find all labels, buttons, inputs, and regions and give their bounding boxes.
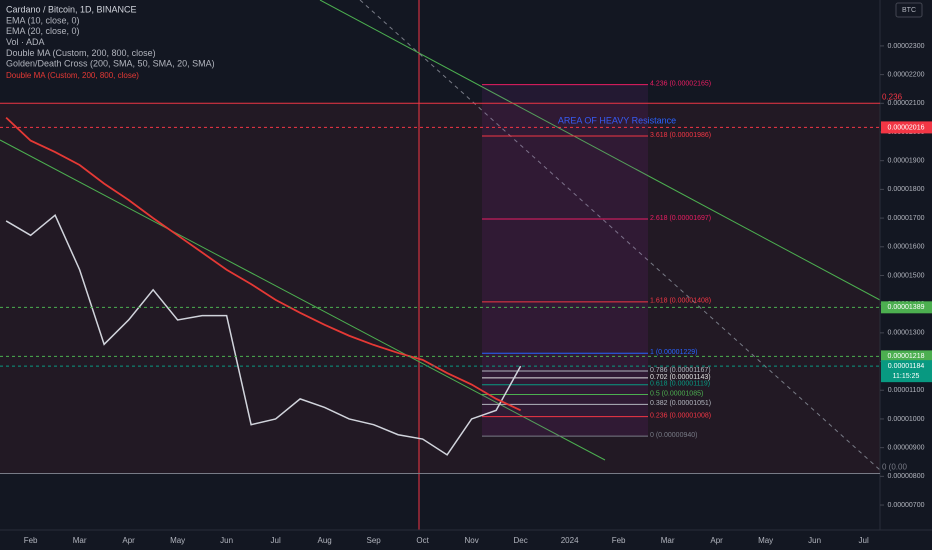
price-tag bbox=[881, 121, 932, 134]
y-tick-label: 0.00001100 bbox=[888, 387, 925, 394]
x-tick-label: Jun bbox=[220, 536, 233, 545]
annotation: AREA OF HEAVY Resistance bbox=[558, 115, 676, 125]
x-tick-label: Dec bbox=[514, 536, 528, 545]
x-tick-label: Sep bbox=[367, 536, 382, 545]
fib-label: 2.618 (0.00001697) bbox=[650, 215, 711, 222]
x-tick-label: Apr bbox=[710, 536, 723, 545]
y-tick-label: 0.00001300 bbox=[888, 330, 925, 337]
fib-label: 0 (0.00000940) bbox=[650, 432, 697, 439]
trend-line bbox=[359, 0, 881, 471]
x-tick-label: Jul bbox=[271, 536, 281, 545]
fib-box bbox=[482, 84, 648, 437]
fib-label: 0.618 (0.00001119) bbox=[650, 381, 710, 388]
x-tick-label: May bbox=[170, 536, 185, 545]
fib-label: 0.702 (0.00001143) bbox=[650, 374, 711, 381]
x-tick-label: Jun bbox=[808, 536, 821, 545]
y-tick-label: 0.00000700 bbox=[888, 502, 925, 509]
price-tag-label: 0.00001218 bbox=[888, 353, 925, 360]
price-tag-label: 0.00002016 bbox=[888, 124, 925, 131]
y-tick-label: 0.00002100 bbox=[888, 100, 925, 107]
x-tick-label: Apr bbox=[122, 536, 135, 545]
indicator-legend: Vol · ADA bbox=[6, 37, 45, 47]
fib-label: 3.618 (0.00001986) bbox=[650, 132, 711, 139]
price-tag-label: 0.00001389 bbox=[888, 304, 925, 311]
x-tick-label: Oct bbox=[416, 536, 429, 545]
horizontal-line-label: 0 (0.00 bbox=[882, 463, 907, 472]
chart-title: Cardano / Bitcoin, 1D, BINANCE bbox=[6, 4, 137, 14]
indicator-legend: EMA (10, close, 0) bbox=[6, 15, 80, 25]
fib-label: 0.382 (0.00001051) bbox=[650, 400, 711, 407]
y-tick-label: 0.00001800 bbox=[888, 186, 925, 193]
y-tick-label: 0.00002200 bbox=[888, 71, 925, 78]
y-tick-label: 0.00001000 bbox=[888, 416, 925, 423]
price-tag-timer: 11:15:25 bbox=[893, 373, 920, 380]
y-tick-label: 0.00000900 bbox=[888, 444, 925, 451]
indicator-legend: Golden/Death Cross (200, SMA, 50, SMA, 2… bbox=[6, 59, 215, 69]
indicator-legend: EMA (20, close, 0) bbox=[6, 26, 80, 36]
fib-label: 4.236 (0.00002165) bbox=[650, 80, 711, 87]
x-tick-label: Mar bbox=[73, 536, 87, 545]
fib-label: 0.5 (0.00001085) bbox=[650, 390, 703, 397]
fib-label: 1.618 (0.00001408) bbox=[650, 298, 711, 305]
y-tick-label: 0.00000800 bbox=[888, 473, 925, 480]
x-tick-label: Nov bbox=[465, 536, 479, 545]
x-tick-label: Feb bbox=[24, 536, 38, 545]
indicator-legend: Double MA (Custom, 200, 800, close) bbox=[6, 48, 156, 58]
y-tick-label: 0.00001600 bbox=[888, 244, 925, 251]
price-tag bbox=[881, 301, 932, 314]
x-tick-label: 2024 bbox=[561, 536, 579, 545]
fib-label: 0.236 (0.00001008) bbox=[650, 412, 711, 419]
currency[interactable]: BTC bbox=[902, 7, 916, 14]
series-name: Double MA (Custom, 200, 800, close) bbox=[6, 71, 139, 80]
horizontal-line-label: 0.236 bbox=[882, 92, 903, 101]
y-tick-label: 0.00001500 bbox=[888, 272, 925, 279]
x-tick-label: Mar bbox=[661, 536, 675, 545]
x-tick-label: Jul bbox=[859, 536, 869, 545]
y-tick-label: 0.00001900 bbox=[888, 158, 925, 165]
fib-label: 0.786 (0.00001167) bbox=[650, 367, 711, 374]
x-tick-label: Feb bbox=[612, 536, 626, 545]
trend-line bbox=[319, 0, 881, 301]
fib-label: 1 (0.00001229) bbox=[650, 349, 697, 356]
y-tick-label: 0.00001700 bbox=[888, 215, 925, 222]
resistance-zone bbox=[0, 104, 880, 474]
x-tick-label: Aug bbox=[318, 536, 332, 545]
y-tick-label: 0.00002300 bbox=[888, 43, 925, 50]
price-tag bbox=[881, 360, 932, 383]
trend-line bbox=[0, 139, 606, 461]
x-tick-label: May bbox=[758, 536, 773, 545]
currency-box[interactable] bbox=[895, 2, 923, 18]
price-tag bbox=[881, 350, 932, 363]
price-tag-label: 0.00001184 bbox=[888, 363, 925, 370]
